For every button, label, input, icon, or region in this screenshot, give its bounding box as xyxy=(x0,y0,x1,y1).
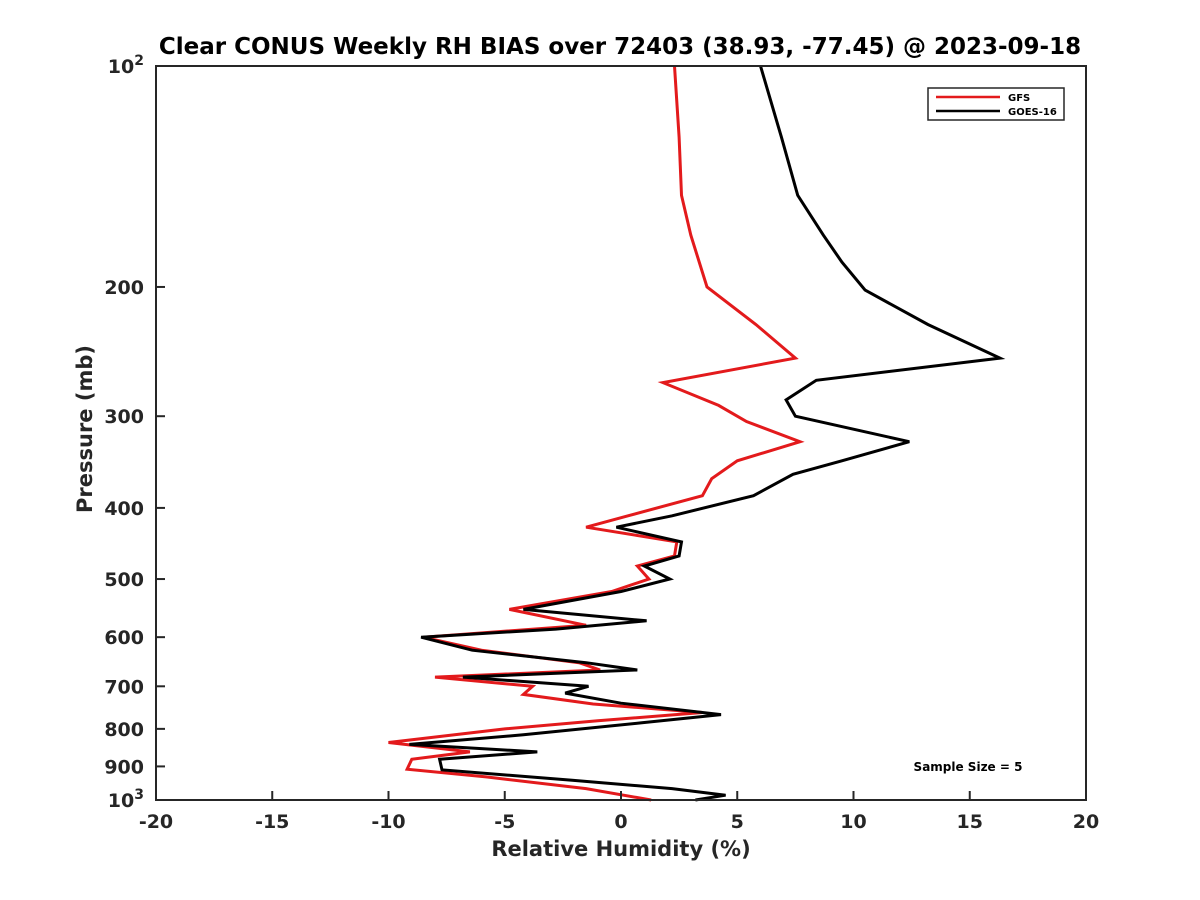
x-tick-label: 20 xyxy=(1073,811,1099,833)
y-tick-label: 700 xyxy=(104,676,144,698)
plot-series-group xyxy=(388,65,1006,802)
y-axis: 102 200 300 400 500 600 700 800 900 103 xyxy=(104,53,165,812)
x-axis: -20 -15 -10 -5 0 5 10 15 20 xyxy=(139,791,1099,833)
legend: GFS GOES-16 xyxy=(927,87,1065,121)
x-tick-label: -5 xyxy=(494,811,515,833)
x-tick-label: -15 xyxy=(255,811,289,833)
legend-box xyxy=(927,87,1065,121)
y-tick-label: 500 xyxy=(104,569,144,591)
series-line-goes-16 xyxy=(409,65,1006,802)
x-axis-label: Relative Humidity (%) xyxy=(491,837,750,861)
sample-size-annotation: Sample Size = 5 xyxy=(914,760,1023,774)
x-tick-label: -20 xyxy=(139,811,173,833)
legend-label: GFS xyxy=(1008,93,1030,104)
series-line-gfs xyxy=(388,65,805,802)
y-tick-label: 103 xyxy=(108,787,144,812)
y-tick-label: 200 xyxy=(104,277,144,299)
legend-label: GOES-16 xyxy=(1008,107,1057,118)
y-tick-label: 300 xyxy=(104,406,144,428)
y-tick-label: 800 xyxy=(104,719,144,741)
y-axis-label: Pressure (mb) xyxy=(73,345,97,513)
y-tick-label: 600 xyxy=(104,627,144,649)
y-tick-label: 102 xyxy=(108,53,144,78)
chart-title: Clear CONUS Weekly RH BIAS over 72403 (3… xyxy=(159,34,1081,60)
x-tick-label: 0 xyxy=(614,811,627,833)
x-tick-label: -10 xyxy=(371,811,405,833)
axes-box xyxy=(155,65,1087,801)
x-tick-label: 10 xyxy=(840,811,866,833)
x-tick-label: 15 xyxy=(957,811,983,833)
y-tick-label: 400 xyxy=(104,498,144,520)
x-tick-label: 5 xyxy=(731,811,744,833)
y-tick-label: 900 xyxy=(104,756,144,778)
